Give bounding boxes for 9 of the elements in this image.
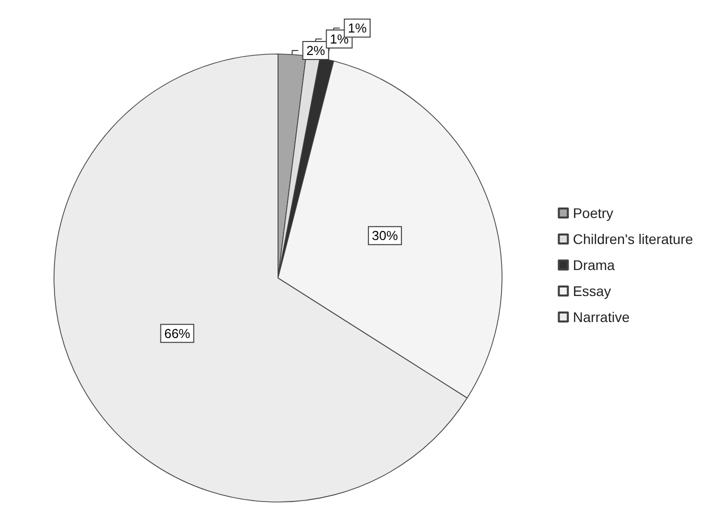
legend-label: Essay	[572, 283, 611, 299]
data-label: 2%	[306, 42, 326, 58]
legend-label: Children's literature	[572, 231, 694, 247]
legend-label: Drama	[572, 257, 616, 273]
data-label: 1%	[348, 20, 368, 36]
data-label: 30%	[372, 228, 398, 244]
legend-label: Narrative	[572, 309, 630, 325]
legend-label: Poetry	[572, 205, 614, 221]
data-label: 66%	[164, 326, 191, 341]
